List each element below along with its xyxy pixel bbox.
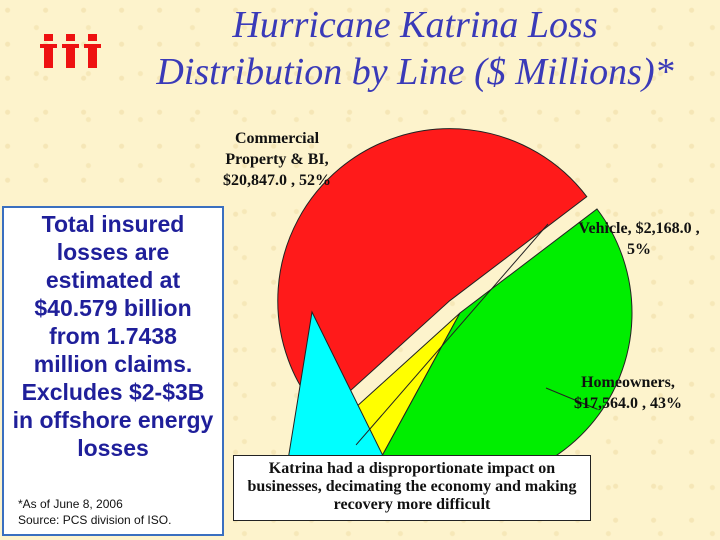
label-commercial: Commercial Property & BI, $20,847.0 , 52… <box>196 128 358 191</box>
label-commercial-line2: Property & BI, <box>225 151 329 168</box>
leader-vehicle <box>355 223 549 446</box>
label-homeowners: Homeowners, $17,564.0 , 43% <box>548 372 708 414</box>
footnote: *As of June 8, 2006 Source: PCS division… <box>18 496 171 528</box>
label-vehicle: Vehicle, $2,168.0 , 5% <box>558 218 720 260</box>
title-line-2: Distribution by Line ($ Millions)* <box>156 51 674 93</box>
iii-logo <box>40 34 101 68</box>
label-vehicle-line1: Vehicle, $2,168.0 , <box>578 220 700 237</box>
label-commercial-line1: Commercial <box>234 130 320 147</box>
insured-losses-textbox: Total insured losses are estimated at $4… <box>2 206 224 536</box>
label-vehicle-line2: 5% <box>627 241 651 258</box>
slide-title: Hurricane Katrina Loss Distribution by L… <box>110 2 720 96</box>
katrina-callout: Katrina had a disproportionate impact on… <box>233 455 591 521</box>
leader-homeowners <box>545 387 598 410</box>
footnote-date: *As of June 8, 2006 <box>18 497 123 511</box>
label-homeowners-line1: Homeowners, <box>581 374 675 391</box>
label-homeowners-line2: $17,564.0 , 43% <box>574 395 682 412</box>
label-commercial-line3: $20,847.0 , 52% <box>223 172 331 189</box>
footnote-source: Source: PCS division of ISO. <box>18 513 172 527</box>
insured-losses-text: Total insured losses are estimated at $4… <box>12 211 214 461</box>
pie-slice-commercial <box>277 128 588 417</box>
title-line-1: Hurricane Katrina Loss <box>232 4 598 46</box>
